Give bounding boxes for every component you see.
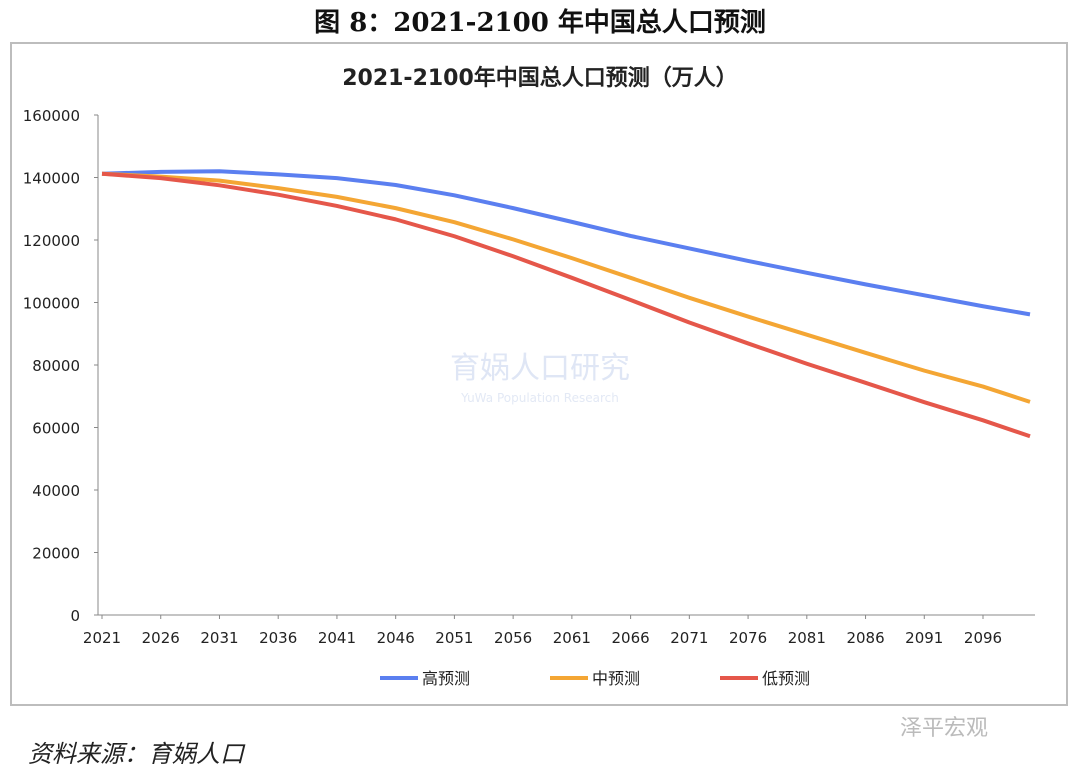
series-line-2 [101,171,1031,439]
x-tick-label: 2091 [905,629,943,647]
legend-label: 中预测 [592,669,640,688]
x-tick-label: 2066 [612,629,650,647]
x-tick-label: 2041 [318,629,356,647]
y-tick-label: 20000 [32,545,80,563]
brand-watermark: 泽平宏观 [900,716,989,741]
x-tick-label: 2071 [670,629,708,647]
y-tick-label: 40000 [32,482,80,500]
x-tick-label: 2061 [553,629,591,647]
x-tick-label: 2096 [964,629,1002,647]
y-tick-label: 60000 [32,420,80,438]
x-tick-label: 2076 [729,629,767,647]
x-tick-label: 2031 [200,629,238,647]
x-tick-label: 2081 [788,629,826,647]
x-tick-label: 2026 [142,629,180,647]
chart-frame [10,42,1068,706]
chart-title: 2021-2100年中国总人口预测（万人） [342,65,738,91]
watermark-subtext: YuWa Population Research [460,391,619,405]
y-tick-label: 80000 [32,357,80,375]
y-tick-label: 100000 [23,295,80,313]
x-tick-label: 2036 [259,629,297,647]
y-tick-label: 120000 [23,232,80,250]
y-tick-label: 0 [70,607,80,625]
y-tick-label: 140000 [23,170,80,188]
x-tick-label: 2051 [435,629,473,647]
watermark-text: 育娲人口研究 [450,351,630,386]
x-tick-label: 2046 [377,629,415,647]
x-tick-label: 2086 [846,629,884,647]
figure-title: 图 8：2021-2100 年中国总人口预测 [314,8,766,38]
series-line-1 [101,171,1031,404]
legend-label: 高预测 [422,669,470,688]
x-tick-label: 2056 [494,629,532,647]
legend-label: 低预测 [762,669,810,688]
source-note: 资料来源：育娲人口 [28,740,244,768]
x-tick-label: 2021 [83,629,121,647]
y-tick-label: 160000 [23,107,80,125]
series-line-0 [101,169,1031,317]
